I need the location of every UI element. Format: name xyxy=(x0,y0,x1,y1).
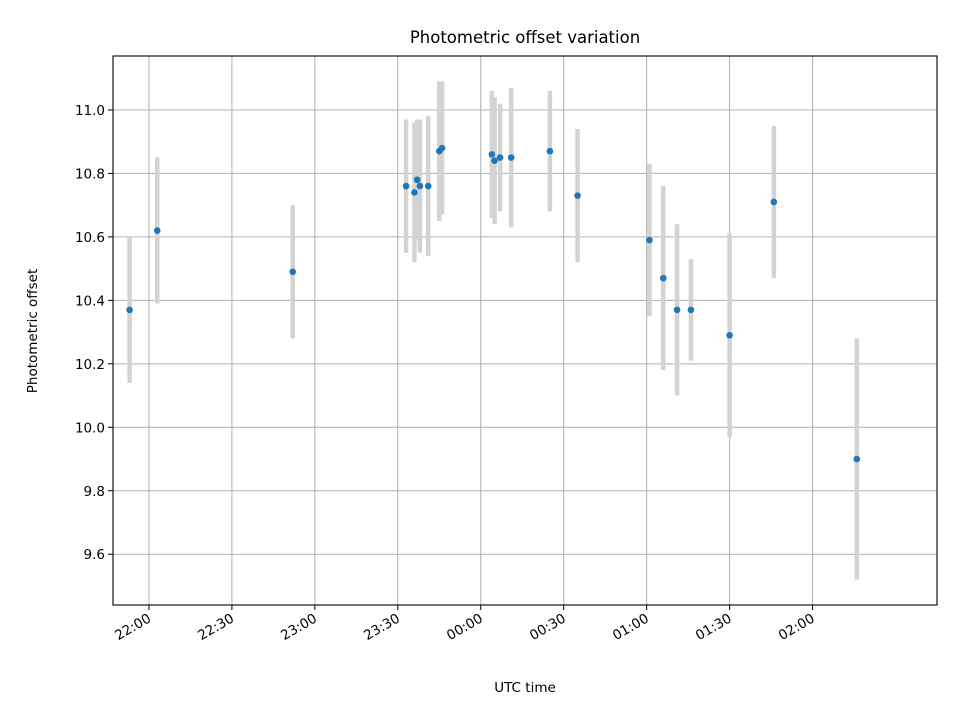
y-tick-label: 11.0 xyxy=(75,103,105,119)
data-point xyxy=(402,182,410,190)
data-point xyxy=(416,182,424,190)
data-point xyxy=(411,189,418,196)
y-tick-label: 10.0 xyxy=(75,420,105,436)
y-axis-label: Photometric offset xyxy=(25,269,41,393)
data-point xyxy=(424,182,432,190)
grid xyxy=(113,56,937,605)
data-point xyxy=(726,331,733,339)
data-point xyxy=(574,192,581,199)
data-point xyxy=(673,306,681,314)
y-tick-label: 10.8 xyxy=(75,166,105,182)
y-axis-ticks: 9.6 9.8 10.0 10.2 10.4 10.6 10.8 11.0 xyxy=(75,103,113,563)
data-point xyxy=(289,268,297,276)
data-point xyxy=(853,455,861,463)
data-point xyxy=(413,176,421,184)
y-tick-label: 10.2 xyxy=(75,357,105,373)
data-point xyxy=(659,274,667,282)
x-axis-label: UTC time xyxy=(494,680,556,696)
data-point xyxy=(687,306,695,314)
data-point xyxy=(153,227,161,234)
data-point xyxy=(438,144,446,152)
data-point xyxy=(126,306,133,314)
data-point xyxy=(546,147,554,155)
data-point xyxy=(491,157,498,165)
data-points xyxy=(126,144,861,463)
data-point xyxy=(646,236,653,244)
data-point xyxy=(770,198,778,206)
y-tick-label: 10.4 xyxy=(75,293,105,309)
y-tick-label: 9.6 xyxy=(84,547,105,563)
chart-title: Photometric offset variation xyxy=(410,28,640,47)
data-point xyxy=(496,154,504,161)
data-point xyxy=(507,154,515,161)
y-tick-label: 9.8 xyxy=(84,484,105,500)
data-point xyxy=(488,151,496,158)
plot-frame xyxy=(112,55,938,606)
y-tick-label: 10.6 xyxy=(75,230,105,246)
